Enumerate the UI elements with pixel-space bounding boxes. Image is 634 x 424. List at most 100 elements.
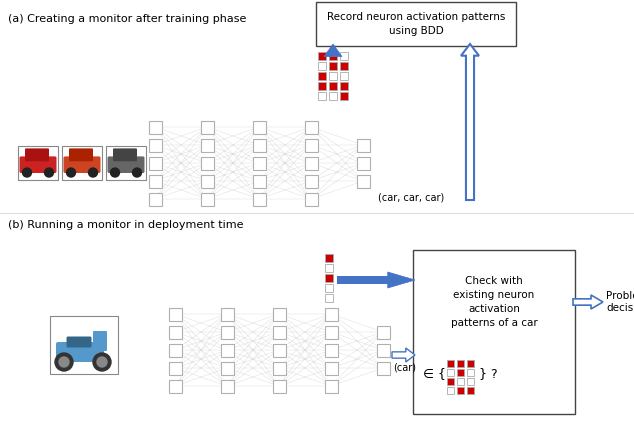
Text: Record neuron activation patterns
using BDD: Record neuron activation patterns using … bbox=[327, 12, 505, 36]
FancyBboxPatch shape bbox=[221, 326, 233, 338]
FancyBboxPatch shape bbox=[169, 343, 181, 357]
FancyBboxPatch shape bbox=[50, 316, 118, 374]
Circle shape bbox=[133, 168, 141, 177]
FancyBboxPatch shape bbox=[273, 362, 285, 374]
FancyBboxPatch shape bbox=[329, 92, 337, 100]
FancyBboxPatch shape bbox=[304, 156, 318, 170]
FancyBboxPatch shape bbox=[148, 156, 162, 170]
Circle shape bbox=[22, 168, 32, 177]
FancyBboxPatch shape bbox=[329, 50, 337, 56]
Text: Problematic
decision!: Problematic decision! bbox=[606, 291, 634, 313]
FancyBboxPatch shape bbox=[356, 175, 370, 187]
FancyBboxPatch shape bbox=[325, 284, 333, 292]
FancyBboxPatch shape bbox=[148, 175, 162, 187]
Circle shape bbox=[55, 353, 73, 371]
Text: (car, car, car): (car, car, car) bbox=[378, 192, 444, 202]
FancyBboxPatch shape bbox=[25, 148, 49, 161]
FancyBboxPatch shape bbox=[67, 337, 91, 348]
FancyBboxPatch shape bbox=[457, 369, 464, 376]
Circle shape bbox=[110, 168, 119, 177]
FancyBboxPatch shape bbox=[148, 120, 162, 134]
FancyBboxPatch shape bbox=[325, 379, 337, 393]
FancyBboxPatch shape bbox=[457, 387, 464, 394]
FancyBboxPatch shape bbox=[221, 343, 233, 357]
FancyBboxPatch shape bbox=[447, 387, 454, 394]
FancyBboxPatch shape bbox=[325, 362, 337, 374]
FancyBboxPatch shape bbox=[252, 139, 266, 151]
FancyBboxPatch shape bbox=[221, 307, 233, 321]
FancyBboxPatch shape bbox=[325, 343, 337, 357]
FancyBboxPatch shape bbox=[340, 72, 348, 80]
FancyBboxPatch shape bbox=[62, 146, 102, 180]
FancyBboxPatch shape bbox=[273, 379, 285, 393]
FancyBboxPatch shape bbox=[148, 139, 162, 151]
FancyBboxPatch shape bbox=[200, 156, 214, 170]
Text: ∈ {: ∈ { bbox=[423, 368, 446, 380]
FancyBboxPatch shape bbox=[304, 120, 318, 134]
FancyBboxPatch shape bbox=[169, 326, 181, 338]
FancyBboxPatch shape bbox=[273, 307, 285, 321]
FancyBboxPatch shape bbox=[340, 92, 348, 100]
FancyBboxPatch shape bbox=[467, 378, 474, 385]
FancyBboxPatch shape bbox=[148, 192, 162, 206]
FancyBboxPatch shape bbox=[18, 146, 58, 180]
Text: } ?: } ? bbox=[479, 368, 498, 380]
Circle shape bbox=[67, 168, 75, 177]
FancyBboxPatch shape bbox=[200, 120, 214, 134]
FancyBboxPatch shape bbox=[252, 175, 266, 187]
Text: (b) Running a monitor in deployment time: (b) Running a monitor in deployment time bbox=[8, 220, 243, 230]
Text: (car): (car) bbox=[393, 363, 416, 373]
FancyBboxPatch shape bbox=[329, 62, 337, 70]
Circle shape bbox=[59, 357, 69, 367]
FancyBboxPatch shape bbox=[467, 369, 474, 376]
FancyBboxPatch shape bbox=[329, 52, 337, 60]
Circle shape bbox=[93, 353, 111, 371]
FancyBboxPatch shape bbox=[20, 156, 56, 173]
FancyBboxPatch shape bbox=[200, 192, 214, 206]
Polygon shape bbox=[392, 348, 415, 362]
Circle shape bbox=[89, 168, 98, 177]
FancyBboxPatch shape bbox=[467, 360, 474, 367]
Polygon shape bbox=[388, 272, 415, 288]
FancyBboxPatch shape bbox=[356, 156, 370, 170]
FancyBboxPatch shape bbox=[447, 378, 454, 385]
FancyBboxPatch shape bbox=[325, 294, 333, 302]
FancyBboxPatch shape bbox=[316, 2, 516, 46]
FancyBboxPatch shape bbox=[318, 92, 326, 100]
FancyBboxPatch shape bbox=[329, 82, 337, 90]
FancyBboxPatch shape bbox=[318, 52, 326, 60]
FancyBboxPatch shape bbox=[325, 274, 333, 282]
FancyBboxPatch shape bbox=[200, 175, 214, 187]
FancyBboxPatch shape bbox=[325, 254, 333, 262]
FancyBboxPatch shape bbox=[340, 82, 348, 90]
FancyBboxPatch shape bbox=[318, 82, 326, 90]
FancyBboxPatch shape bbox=[221, 362, 233, 374]
Circle shape bbox=[44, 168, 53, 177]
FancyBboxPatch shape bbox=[447, 369, 454, 376]
FancyBboxPatch shape bbox=[252, 120, 266, 134]
Text: (a) Creating a monitor after training phase: (a) Creating a monitor after training ph… bbox=[8, 14, 247, 24]
FancyBboxPatch shape bbox=[106, 146, 146, 180]
FancyBboxPatch shape bbox=[340, 52, 348, 60]
FancyBboxPatch shape bbox=[252, 192, 266, 206]
FancyBboxPatch shape bbox=[329, 72, 337, 80]
FancyBboxPatch shape bbox=[169, 379, 181, 393]
FancyBboxPatch shape bbox=[467, 387, 474, 394]
FancyBboxPatch shape bbox=[304, 175, 318, 187]
FancyBboxPatch shape bbox=[377, 343, 389, 357]
FancyBboxPatch shape bbox=[356, 139, 370, 151]
FancyBboxPatch shape bbox=[457, 360, 464, 367]
FancyBboxPatch shape bbox=[200, 139, 214, 151]
FancyBboxPatch shape bbox=[113, 148, 137, 161]
FancyBboxPatch shape bbox=[56, 342, 104, 362]
Polygon shape bbox=[573, 295, 603, 309]
FancyBboxPatch shape bbox=[340, 62, 348, 70]
FancyBboxPatch shape bbox=[69, 148, 93, 161]
FancyBboxPatch shape bbox=[325, 326, 337, 338]
FancyBboxPatch shape bbox=[273, 343, 285, 357]
FancyBboxPatch shape bbox=[273, 326, 285, 338]
FancyBboxPatch shape bbox=[325, 264, 333, 272]
FancyBboxPatch shape bbox=[221, 379, 233, 393]
FancyBboxPatch shape bbox=[457, 378, 464, 385]
FancyBboxPatch shape bbox=[318, 62, 326, 70]
